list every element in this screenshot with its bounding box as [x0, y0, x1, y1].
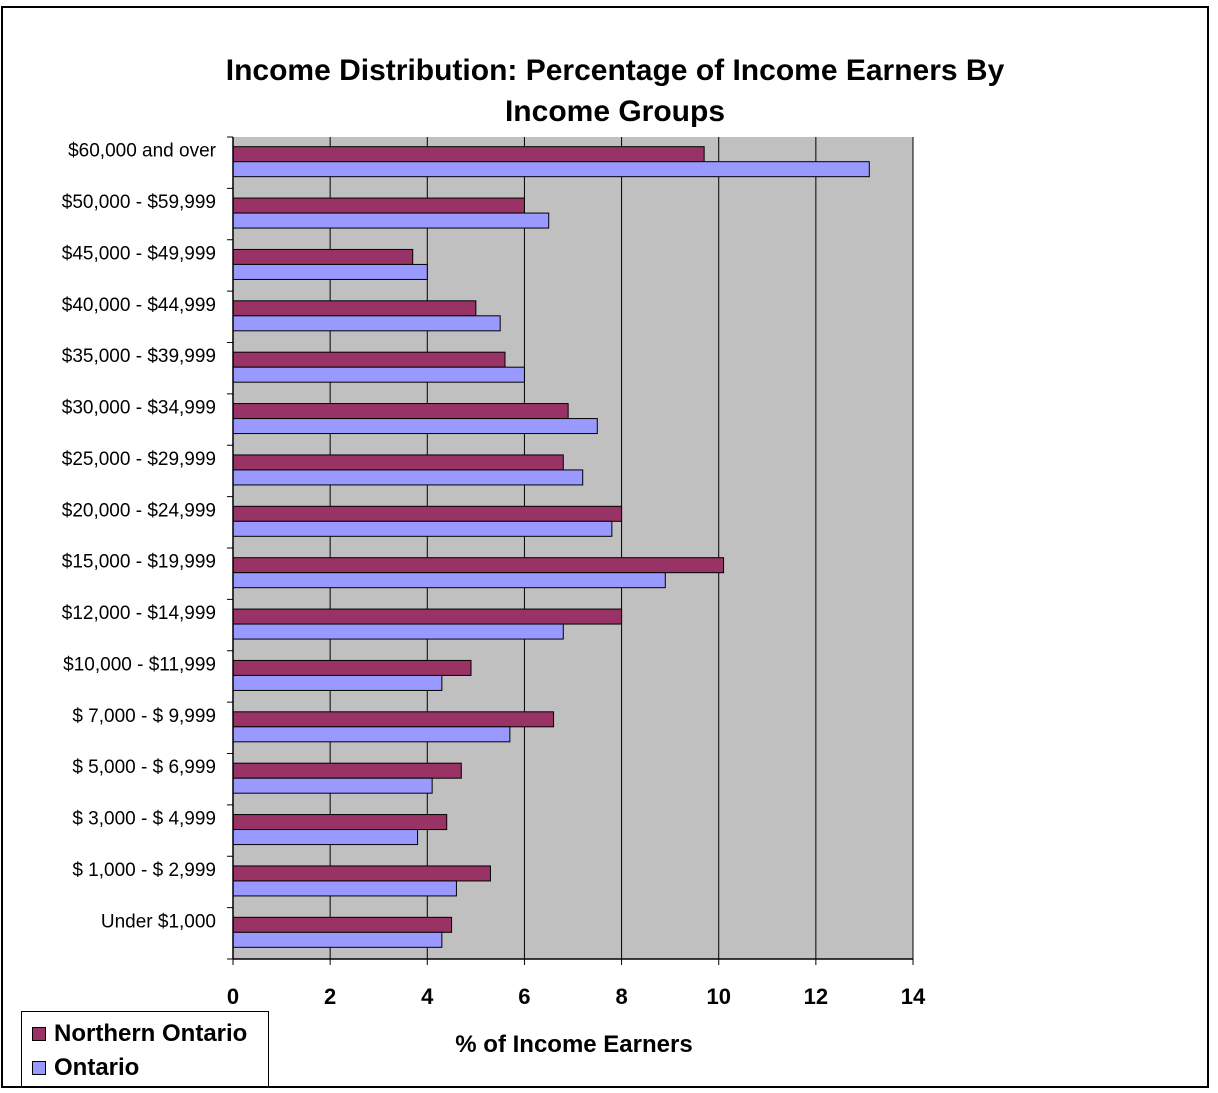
- bar-ontario-12-000-14-999: [232, 623, 564, 640]
- bar-ontario-50-000-59-999: [232, 212, 550, 229]
- bar-northern-ontario-under-1-000: [232, 916, 453, 933]
- bar-northern-ontario-15-000-19-999: [232, 557, 725, 574]
- category-label-30-000-34-999: $30,000 - $34,999: [62, 398, 216, 419]
- bar-ontario-35-000-39-999: [232, 366, 525, 383]
- bar-northern-ontario-40-000-44-999: [232, 300, 477, 317]
- bar-ontario-45-000-49-999: [232, 263, 428, 280]
- x-tick-label-8: 8: [615, 984, 627, 1009]
- chart-title-line-2: Income Groups: [505, 95, 725, 128]
- x-axis-title: % of Income Earners: [455, 1031, 692, 1058]
- legend-label-ontario: Ontario: [54, 1054, 140, 1081]
- bars: [232, 146, 870, 948]
- bar-northern-ontario-12-000-14-999: [232, 608, 623, 625]
- bar-northern-ontario-10-000-11-999: [232, 659, 472, 676]
- bar-northern-ontario-3-000-4-999: [232, 814, 448, 831]
- legend-swatch-northern-ontario: [32, 1027, 46, 1041]
- legend-swatch-ontario: [32, 1061, 46, 1075]
- bar-northern-ontario-50-000-59-999: [232, 197, 525, 214]
- category-label-5-000-6-999: $ 5,000 - $ 6,999: [72, 757, 216, 778]
- bar-northern-ontario-25-000-29-999: [232, 454, 564, 471]
- x-tick-label-14: 14: [901, 984, 926, 1009]
- bar-northern-ontario-45-000-49-999: [232, 248, 414, 265]
- category-label-60-000-and-over: $60,000 and over: [68, 141, 217, 162]
- bar-ontario-60-000-and-over: [232, 161, 870, 178]
- x-tick-label-4: 4: [421, 984, 434, 1009]
- bar-northern-ontario-7-000-9-999: [232, 711, 555, 728]
- x-tick-label-6: 6: [518, 984, 530, 1009]
- bar-ontario-10-000-11-999: [232, 674, 443, 691]
- chart-title-line-1: Income Distribution: Percentage of Incom…: [226, 54, 1005, 87]
- bar-ontario-30-000-34-999: [232, 418, 598, 435]
- category-label-45-000-49-999: $45,000 - $49,999: [62, 243, 216, 264]
- legend: Northern Ontario Ontario: [21, 1011, 269, 1087]
- bar-northern-ontario-30-000-34-999: [232, 403, 569, 420]
- category-label-40-000-44-999: $40,000 - $44,999: [62, 295, 216, 316]
- bar-northern-ontario-5-000-6-999: [232, 762, 462, 779]
- legend-item-northern-ontario: Northern Ontario: [32, 1020, 247, 1048]
- bar-ontario-5-000-6-999: [232, 777, 433, 794]
- category-label-35-000-39-999: $35,000 - $39,999: [62, 346, 216, 367]
- x-tick-label-0: 0: [227, 984, 239, 1009]
- category-label-3-000-4-999: $ 3,000 - $ 4,999: [72, 809, 216, 830]
- bar-ontario-25-000-29-999: [232, 469, 584, 486]
- bar-northern-ontario-1-000-2-999: [232, 865, 491, 882]
- category-label-50-000-59-999: $50,000 - $59,999: [62, 192, 216, 213]
- category-label-12-000-14-999: $12,000 - $14,999: [62, 603, 216, 624]
- category-label-1-000-2-999: $ 1,000 - $ 2,999: [72, 860, 216, 881]
- axes: [227, 136, 914, 965]
- bar-northern-ontario-60-000-and-over: [232, 146, 705, 163]
- x-tick-label-2: 2: [324, 984, 336, 1009]
- bar-northern-ontario-20-000-24-999: [232, 505, 623, 522]
- bar-northern-ontario-35-000-39-999: [232, 351, 506, 368]
- bar-ontario-40-000-44-999: [232, 315, 501, 332]
- legend-label-northern-ontario: Northern Ontario: [54, 1020, 248, 1047]
- category-label-under-1-000: Under $1,000: [101, 911, 216, 932]
- category-label-10-000-11-999: $10,000 - $11,999: [63, 654, 216, 675]
- category-label-7-000-9-999: $ 7,000 - $ 9,999: [72, 706, 216, 727]
- bar-ontario-20-000-24-999: [232, 520, 613, 537]
- bar-ontario-7-000-9-999: [232, 726, 511, 743]
- bar-ontario-under-1-000: [232, 931, 443, 948]
- x-tick-label-12: 12: [804, 984, 828, 1009]
- bar-ontario-3-000-4-999: [232, 829, 419, 846]
- category-label-25-000-29-999: $25,000 - $29,999: [62, 449, 216, 470]
- bar-ontario-1-000-2-999: [232, 880, 457, 897]
- x-tick-label-10: 10: [706, 984, 730, 1009]
- category-label-20-000-24-999: $20,000 - $24,999: [62, 500, 216, 521]
- labels: $60,000 and over $50,000 - $59,999 $45,000…: [62, 141, 926, 1009]
- category-label-15-000-19-999: $15,000 - $19,999: [62, 552, 216, 573]
- bar-ontario-15-000-19-999: [232, 572, 666, 589]
- legend-item-ontario: Ontario: [32, 1054, 139, 1082]
